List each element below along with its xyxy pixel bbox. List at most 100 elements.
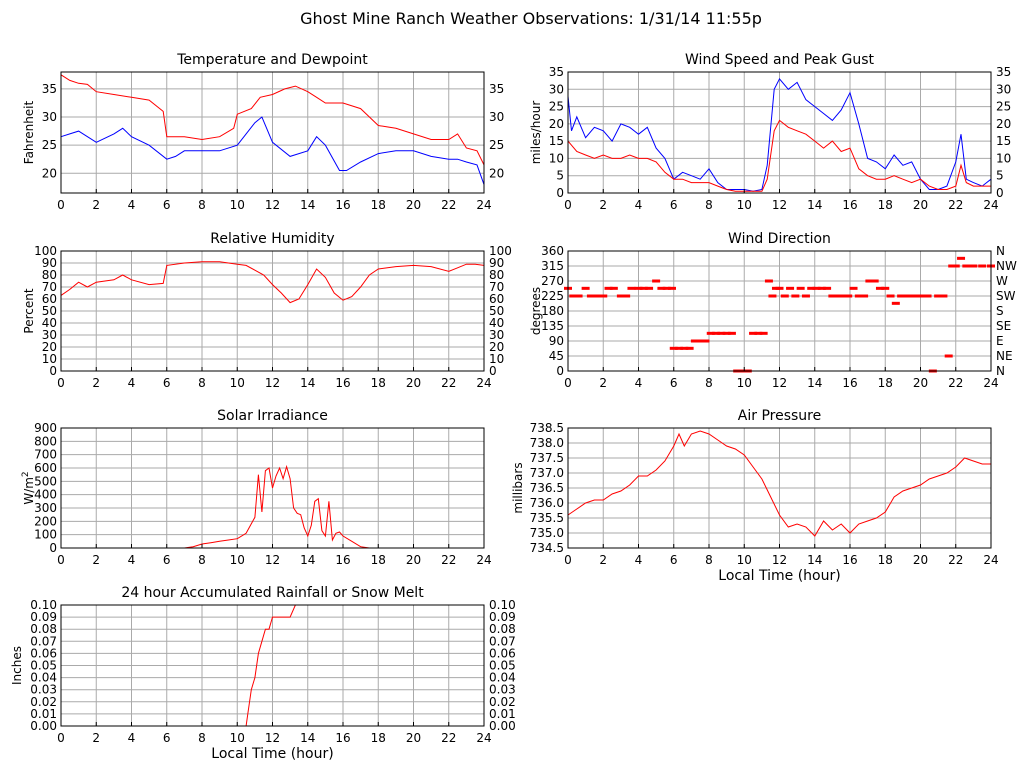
series-line-wind-speed: [567, 119, 991, 192]
wind-direction-point: [599, 294, 608, 298]
y-tick-label: 0.00: [30, 719, 57, 733]
wind-direction-point: [639, 286, 648, 290]
x-tick-label: 16: [335, 731, 350, 745]
x-tick-label: 6: [670, 198, 678, 212]
x-tick-label: 24: [476, 198, 491, 212]
wind-direction-point: [675, 346, 684, 350]
y-tick-label-right: 0.06: [489, 646, 516, 660]
x-tick-label: 12: [265, 376, 280, 390]
chart-title: Wind Speed and Peak Gust: [685, 52, 874, 68]
wind-direction-point: [609, 286, 618, 290]
y-tick-label: 0.02: [30, 695, 57, 709]
wind-direction-point: [854, 294, 863, 298]
x-tick-label: 18: [371, 198, 386, 212]
wind-direction-point: [897, 294, 906, 298]
y-tick-label: 0: [49, 541, 57, 555]
y-tick-label: 45: [549, 349, 564, 363]
x-tick-label: 22: [948, 198, 963, 212]
x-tick-label: 18: [371, 376, 386, 390]
x-tick-label: 10: [737, 198, 752, 212]
x-tick-label: 22: [441, 731, 456, 745]
x-tick-label: 8: [198, 731, 206, 745]
wind-direction-point: [722, 331, 731, 335]
wind-direction-point: [786, 286, 795, 290]
x-tick-label: 16: [335, 553, 350, 567]
x-tick-label: 16: [842, 376, 857, 390]
x-tick-label: 24: [476, 553, 491, 567]
wind-direction-point: [891, 301, 900, 305]
x-tick-label: 22: [441, 553, 456, 567]
y-tick-label: 80: [42, 268, 57, 282]
y-axis-label: miles/hour: [529, 101, 543, 165]
y-tick-label-right: 20: [489, 166, 504, 180]
y-tick-label-right: 0.00: [489, 719, 516, 733]
wind-direction-point: [944, 354, 953, 358]
x-tick-label: 22: [441, 198, 456, 212]
wind-direction-point: [581, 286, 590, 290]
x-tick-label: 4: [128, 198, 136, 212]
x-tick-label: 10: [737, 376, 752, 390]
x-tick-label: 14: [300, 376, 315, 390]
y-tick-label-right: 10: [489, 352, 504, 366]
y-tick-label: 400: [34, 488, 57, 502]
x-tick-label: 20: [406, 376, 421, 390]
wind-direction-point: [844, 294, 853, 298]
wind-direction-point: [669, 346, 678, 350]
wind-direction-point: [645, 286, 654, 290]
y-axis-label: degrees: [529, 287, 543, 335]
wind-direction-point: [780, 294, 789, 298]
wind-direction-point: [622, 294, 631, 298]
y-tick-label: 200: [34, 514, 57, 528]
y-tick-label: 0.03: [30, 683, 57, 697]
y-tick-label: 734.5: [530, 541, 564, 555]
wind-direction-point: [939, 294, 948, 298]
y-tick-label: 50: [42, 304, 57, 318]
x-tick-label: 2: [599, 376, 607, 390]
y-axis-label-superscript: 2: [21, 471, 31, 477]
wind-direction-point: [657, 286, 666, 290]
wind-direction-point: [823, 286, 832, 290]
wind-direction-point: [849, 286, 858, 290]
y-tick-label: 5: [556, 169, 564, 183]
wind-direction-point: [574, 294, 583, 298]
y-tick-label: 0.08: [30, 622, 57, 636]
wind-direction-point: [627, 286, 636, 290]
y-tick-label: 10: [42, 352, 57, 366]
y-tick-label: 0.01: [30, 707, 57, 721]
wind-direction-point: [902, 294, 911, 298]
y-tick-label: 0.10: [30, 598, 57, 612]
y-tick-label: 180: [541, 304, 564, 318]
wind-direction-point: [817, 286, 826, 290]
wind-direction-point: [978, 264, 987, 268]
y-tick-label: 25: [42, 138, 57, 152]
x-tick-label: 10: [230, 376, 245, 390]
y-tick-label: 360: [541, 244, 564, 258]
wind-direction-point: [875, 286, 884, 290]
y-tick-label: 737.0: [530, 466, 564, 480]
y-tick-label: 315: [541, 259, 564, 273]
y-tick-label: 0.04: [30, 671, 57, 685]
x-tick-label: 2: [92, 376, 100, 390]
y-tick-label: 35: [42, 82, 57, 96]
y-tick-label-right: 25: [996, 100, 1011, 114]
wind-direction-point: [833, 294, 842, 298]
y-tick-label: 10: [549, 151, 564, 165]
y-tick-label: 225: [541, 289, 564, 303]
wind-direction-point: [957, 256, 966, 260]
y-tick-label-right: 70: [489, 280, 504, 294]
x-tick-label: 14: [807, 376, 822, 390]
y-tick-label: 900: [34, 421, 57, 435]
y-tick-label: 270: [541, 274, 564, 288]
y-tick-label: 500: [34, 474, 57, 488]
y-tick-label: 737.5: [530, 451, 564, 465]
wind-direction-point: [951, 264, 960, 268]
x-tick-label: 4: [635, 553, 643, 567]
y-tick-label: 700: [34, 448, 57, 462]
x-tick-label: 2: [599, 553, 607, 567]
y-tick-label: 30: [42, 110, 57, 124]
y-tick-label-right: 20: [489, 340, 504, 354]
